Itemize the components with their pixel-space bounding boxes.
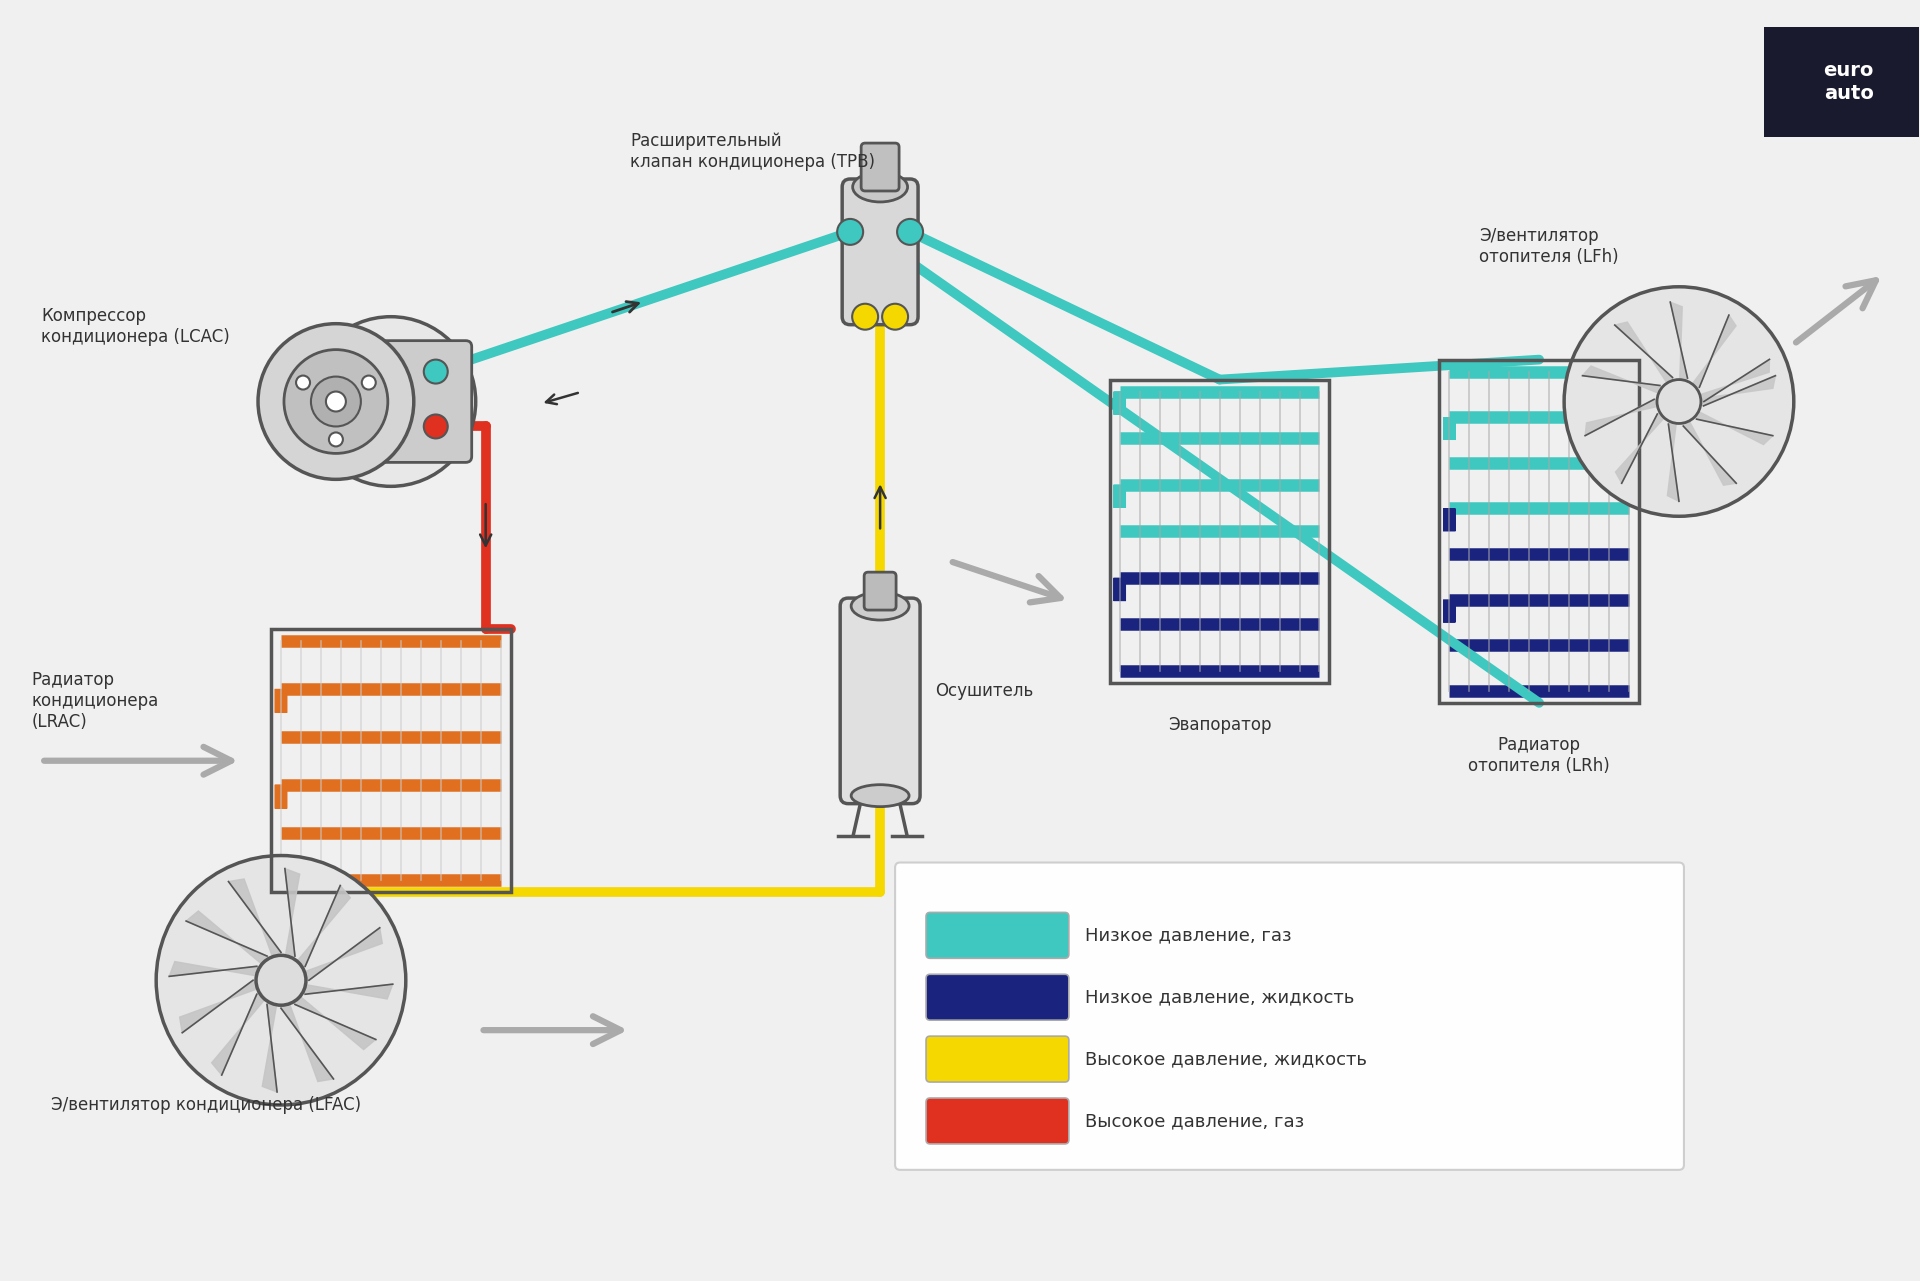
FancyBboxPatch shape [925,912,1069,958]
Polygon shape [1678,360,1770,401]
Text: Эвапоратор: Эвапоратор [1167,716,1271,734]
Polygon shape [228,879,280,980]
FancyBboxPatch shape [864,573,897,610]
Text: euro
auto: euro auto [1824,61,1874,102]
Text: Э/вентилятор
отопителя (LFh): Э/вентилятор отопителя (LFh) [1478,228,1619,266]
FancyBboxPatch shape [895,862,1684,1170]
FancyBboxPatch shape [925,1036,1069,1082]
FancyBboxPatch shape [925,975,1069,1020]
Polygon shape [180,980,280,1032]
Polygon shape [1670,302,1688,401]
Bar [1110,379,1329,683]
Text: Низкое давление, жидкость: Низкое давление, жидкость [1085,988,1354,1006]
Polygon shape [1615,401,1678,483]
Circle shape [424,360,447,383]
Text: Радиатор
отопителя (LRh): Радиатор отопителя (LRh) [1469,735,1611,775]
FancyBboxPatch shape [1764,27,1920,137]
Ellipse shape [851,592,908,620]
Polygon shape [1678,315,1736,401]
Circle shape [311,377,361,427]
Polygon shape [211,980,280,1075]
FancyBboxPatch shape [862,143,899,191]
Circle shape [881,304,908,329]
Polygon shape [280,980,334,1081]
Circle shape [361,375,376,389]
Text: Радиатор
кондиционера
(LRAC): Радиатор кондиционера (LRAC) [31,671,159,730]
Text: Низкое давление, газ: Низкое давление, газ [1085,926,1292,944]
Text: Компрессор
кондиционера (LCAC): Компрессор кондиционера (LCAC) [42,307,230,346]
Polygon shape [280,927,382,980]
Circle shape [1657,379,1701,424]
Bar [1440,360,1640,703]
Polygon shape [1615,322,1678,401]
FancyBboxPatch shape [843,179,918,324]
Ellipse shape [851,785,908,807]
Circle shape [897,219,924,245]
Circle shape [837,219,864,245]
Circle shape [326,392,346,411]
Text: Высокое давление, жидкость: Высокое давление, жидкость [1085,1050,1367,1068]
Circle shape [156,856,405,1106]
FancyBboxPatch shape [925,1098,1069,1144]
Circle shape [328,433,344,446]
Polygon shape [1582,366,1678,401]
Ellipse shape [852,172,908,202]
Circle shape [284,350,388,453]
Polygon shape [280,869,300,980]
Polygon shape [1678,401,1736,485]
Text: Э/вентилятор кондиционера (LFAC): Э/вентилятор кондиционера (LFAC) [52,1097,361,1114]
Polygon shape [186,911,280,980]
Circle shape [852,304,877,329]
Text: Высокое давление, газ: Высокое давление, газ [1085,1112,1304,1130]
Polygon shape [280,980,394,999]
FancyBboxPatch shape [841,598,920,803]
Circle shape [424,415,447,438]
Polygon shape [1667,401,1678,501]
Polygon shape [280,885,349,980]
Polygon shape [1678,401,1772,445]
Circle shape [255,956,305,1006]
Circle shape [1565,287,1793,516]
Circle shape [305,316,476,487]
Text: Расширительный
клапан кондиционера (ТРВ): Расширительный клапан кондиционера (ТРВ) [630,132,876,170]
Circle shape [296,375,309,389]
Polygon shape [1586,400,1678,436]
FancyBboxPatch shape [374,341,472,462]
Polygon shape [1678,375,1776,406]
Text: Осушитель: Осушитель [935,681,1033,699]
Polygon shape [280,980,376,1049]
Circle shape [257,324,415,479]
Polygon shape [169,962,280,980]
Bar [271,629,511,893]
Polygon shape [263,980,280,1091]
